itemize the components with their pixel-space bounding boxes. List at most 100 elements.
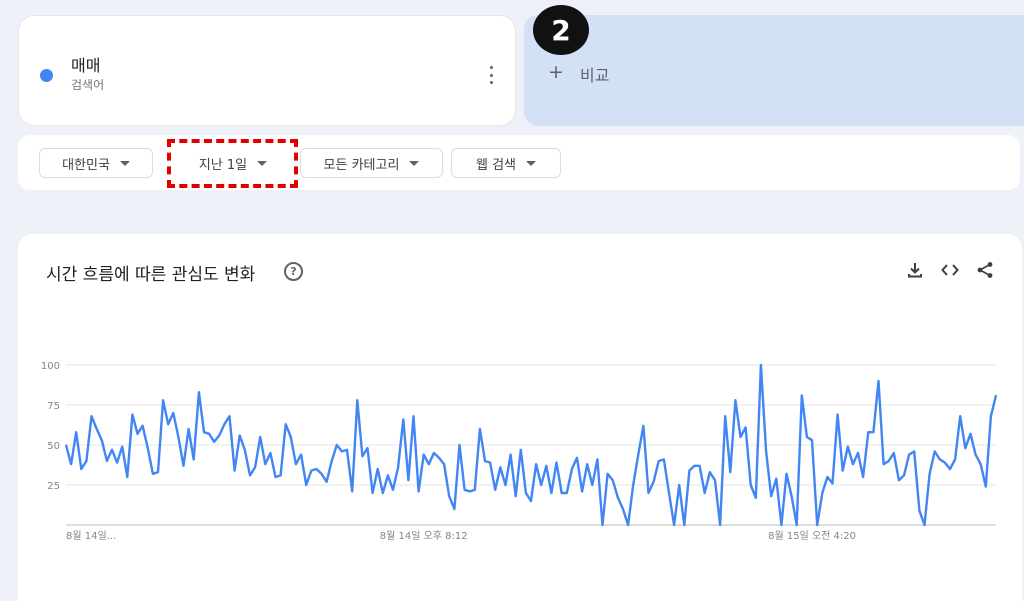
data-point bbox=[90, 415, 93, 417]
data-point bbox=[581, 490, 583, 492]
step-number-badge: 2 bbox=[533, 5, 589, 55]
data-point bbox=[699, 465, 701, 467]
data-point bbox=[545, 465, 547, 467]
compare-label: 비교 bbox=[580, 66, 610, 85]
help-icon[interactable]: ? bbox=[284, 262, 303, 281]
data-point bbox=[448, 495, 450, 497]
data-point bbox=[908, 454, 910, 456]
data-point bbox=[264, 463, 266, 465]
data-point bbox=[668, 492, 670, 494]
data-point bbox=[571, 468, 573, 470]
data-point bbox=[157, 471, 159, 473]
data-point bbox=[709, 471, 711, 473]
data-point bbox=[131, 414, 133, 416]
data-point bbox=[75, 431, 77, 433]
data-point bbox=[474, 489, 476, 491]
data-point bbox=[627, 524, 629, 526]
data-point bbox=[555, 462, 558, 464]
data-point bbox=[622, 508, 624, 510]
data-point bbox=[85, 460, 87, 462]
data-point bbox=[647, 492, 650, 494]
data-point bbox=[223, 423, 225, 425]
data-point bbox=[305, 484, 307, 486]
data-point bbox=[990, 415, 992, 417]
data-point bbox=[637, 454, 639, 456]
data-point bbox=[540, 484, 542, 486]
download-icon[interactable] bbox=[905, 260, 925, 280]
interest-line-chart: 25 50 75 100 8월 14일... 8월 14일 오후 8:12 8월 15일 오… bbox=[41, 361, 998, 542]
data-point bbox=[402, 418, 404, 420]
data-point bbox=[653, 481, 655, 483]
data-point bbox=[372, 492, 374, 494]
data-point bbox=[162, 399, 164, 401]
data-point bbox=[673, 524, 675, 526]
data-point bbox=[821, 492, 823, 494]
category-filter-dropdown[interactable]: 모든 카테고리 bbox=[300, 148, 443, 178]
data-point bbox=[693, 465, 696, 467]
more-options-icon[interactable] bbox=[483, 64, 499, 86]
y-tick-label: 75 bbox=[47, 401, 60, 412]
data-point bbox=[601, 524, 604, 526]
data-point bbox=[755, 497, 757, 499]
data-point bbox=[576, 457, 578, 459]
compare-button[interactable]: + 비교 bbox=[524, 15, 1024, 126]
data-point bbox=[177, 436, 179, 438]
data-point bbox=[765, 450, 767, 452]
data-point bbox=[734, 399, 737, 401]
region-filter-dropdown[interactable]: 대한민국 bbox=[39, 148, 153, 178]
data-point bbox=[310, 470, 312, 472]
data-point bbox=[428, 463, 430, 465]
y-tick-label: 50 bbox=[47, 441, 60, 452]
data-point bbox=[234, 470, 236, 472]
data-point bbox=[750, 484, 752, 486]
data-point bbox=[458, 444, 461, 446]
data-point bbox=[239, 434, 241, 436]
data-point bbox=[280, 474, 282, 476]
search-term-card[interactable]: 매매 검색어 bbox=[18, 15, 516, 126]
data-point bbox=[152, 473, 154, 475]
chevron-down-icon bbox=[257, 160, 268, 166]
data-point bbox=[642, 425, 645, 427]
data-point bbox=[315, 468, 317, 470]
region-filter-label: 대한민국 bbox=[62, 157, 110, 173]
chevron-down-icon bbox=[119, 160, 130, 166]
share-icon[interactable] bbox=[975, 260, 995, 280]
data-point bbox=[111, 449, 113, 451]
search-type-filter-dropdown[interactable]: 웹 검색 bbox=[451, 148, 561, 178]
data-point bbox=[883, 463, 885, 465]
data-point bbox=[182, 465, 185, 467]
data-point bbox=[688, 470, 691, 472]
data-point bbox=[612, 479, 614, 481]
data-point bbox=[780, 524, 783, 526]
data-point bbox=[704, 492, 706, 494]
data-point bbox=[964, 447, 966, 449]
data-point bbox=[658, 460, 660, 462]
x-tick-label: 8월 14일... bbox=[66, 530, 116, 542]
data-point bbox=[244, 449, 246, 451]
embed-code-icon[interactable] bbox=[940, 260, 960, 280]
data-point bbox=[663, 458, 665, 460]
data-point bbox=[995, 394, 997, 396]
data-point bbox=[520, 449, 522, 451]
data-point bbox=[320, 473, 323, 475]
plus-icon: + bbox=[548, 61, 564, 83]
data-point bbox=[745, 426, 747, 428]
data-point bbox=[198, 391, 200, 393]
data-point bbox=[479, 428, 481, 430]
data-point bbox=[433, 452, 435, 454]
x-tick-label: 8월 15일 오전 4:20 bbox=[768, 530, 856, 542]
data-point bbox=[683, 524, 685, 526]
data-point bbox=[203, 431, 205, 433]
data-point bbox=[796, 524, 798, 526]
data-point bbox=[136, 433, 139, 435]
data-point bbox=[862, 476, 864, 478]
data-point bbox=[188, 428, 190, 430]
data-point bbox=[453, 508, 455, 510]
data-point bbox=[525, 492, 527, 494]
data-point bbox=[842, 470, 844, 472]
data-point bbox=[954, 458, 956, 460]
highlight-annotation-box bbox=[167, 139, 298, 188]
time-range-filter-dropdown[interactable]: 지난 1일 bbox=[168, 148, 298, 178]
search-term-type: 검색어 bbox=[71, 78, 105, 92]
data-point bbox=[142, 425, 144, 427]
